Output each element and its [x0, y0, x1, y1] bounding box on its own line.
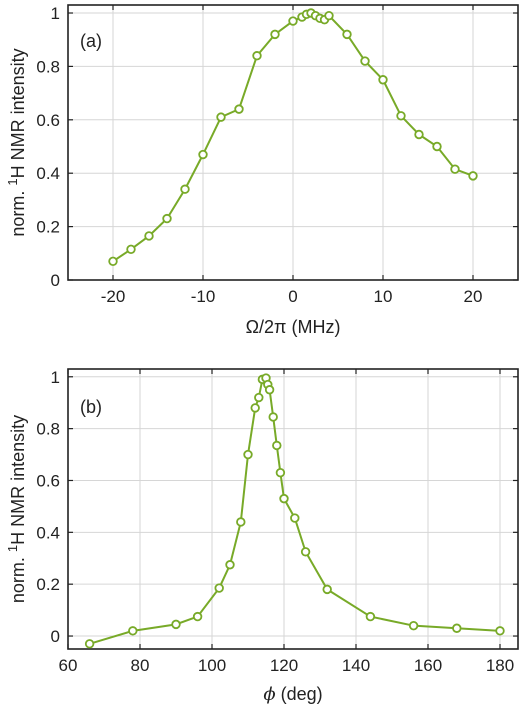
data-point: [84, 639, 95, 649]
data-point: [495, 626, 505, 636]
data-point: [250, 403, 260, 413]
data-point: [408, 620, 419, 631]
y-axis-title: norm. 1H NMR intensity: [5, 48, 28, 236]
data-point: [290, 513, 300, 523]
chart-panel-b: 60 80 100 120 140 160 180 0 0.2 0.4 0.6 0.8 1 ϕ (deg)…: [5, 368, 519, 705]
data-point: [342, 29, 352, 40]
x-tick-label: 120: [270, 656, 298, 675]
data-point: [108, 256, 118, 267]
data-point: [365, 611, 376, 622]
x-tick-label: -10: [191, 287, 216, 306]
x-tick-label: 60: [59, 656, 78, 675]
data-point: [192, 611, 203, 622]
series-line: [89, 376, 501, 645]
x-tick-label: 160: [414, 656, 442, 675]
data-point: [254, 392, 264, 403]
panel-label: (b): [80, 397, 102, 417]
x-tick-label: 80: [131, 656, 150, 675]
data-point: [268, 412, 278, 422]
data-point: [432, 141, 442, 152]
data-point: [171, 619, 181, 630]
y-tick-label: 0.6: [36, 111, 60, 130]
y-tick-label: 0: [51, 271, 60, 290]
y-tick-label: 0.2: [36, 575, 60, 594]
data-point: [378, 75, 388, 85]
data-point: [272, 440, 282, 451]
data-point: [324, 10, 334, 21]
plot-frame: [67, 368, 519, 650]
x-axis-symbol: ϕ: [263, 684, 275, 705]
y-axis-title-suffix: H NMR intensity: [8, 415, 28, 545]
x-tick-label: -20: [101, 287, 126, 306]
y-axis-title-superscript: 1: [5, 545, 20, 552]
x-tick-label: 10: [374, 287, 393, 306]
data-point: [144, 231, 154, 241]
y-tick-label: 0.4: [36, 164, 60, 183]
y-tick-label: 0: [51, 627, 60, 646]
data-point: [162, 213, 172, 224]
y-tick-label: 1: [51, 4, 60, 23]
x-axis-unit: (deg): [276, 684, 323, 704]
x-tick-label: 100: [198, 656, 226, 675]
data-point: [396, 111, 406, 121]
y-axis-title-superscript: 1: [5, 178, 20, 185]
data-point: [225, 560, 235, 570]
y-axis-title-suffix: H NMR intensity: [8, 48, 28, 178]
data-point: [180, 184, 190, 194]
y-tick-label: 0.8: [36, 420, 60, 439]
y-tick-label: 0.2: [36, 218, 60, 237]
data-point: [414, 129, 424, 140]
data-point: [198, 149, 208, 160]
grid: [67, 369, 518, 649]
y-axis-title-prefix: norm.: [8, 552, 28, 603]
data-point: [236, 517, 246, 527]
data-point: [468, 171, 478, 181]
data-point: [279, 493, 289, 504]
x-axis-title: ϕ (deg): [263, 684, 322, 705]
data-point: [300, 547, 311, 557]
x-tick-label: 0: [288, 287, 297, 306]
panel-label: (a): [80, 31, 102, 51]
data-point: [275, 468, 286, 478]
data-point: [450, 164, 460, 174]
data-point: [270, 29, 280, 40]
data-point: [214, 583, 224, 593]
data-point: [322, 584, 332, 595]
x-tick-label: 140: [342, 656, 370, 675]
data-point: [360, 56, 370, 66]
y-tick-label: 0.6: [36, 471, 60, 490]
y-tick-label: 0.8: [36, 57, 60, 76]
data-point: [452, 623, 462, 633]
x-tick-label: 180: [486, 656, 514, 675]
data-point: [234, 104, 244, 114]
x-tick-label: 20: [464, 287, 483, 306]
y-axis-title: norm. 1H NMR intensity: [5, 415, 28, 603]
data-point: [128, 626, 138, 636]
y-tick-label: 0.4: [36, 523, 60, 542]
x-axis-title: Ω/2π (MHz): [246, 317, 341, 337]
grid: [68, 5, 518, 281]
data-point: [216, 112, 226, 122]
data-point: [288, 16, 298, 26]
data-point: [264, 385, 275, 395]
data-point: [252, 51, 262, 61]
y-axis-title-prefix: norm.: [8, 186, 28, 237]
data-point: [243, 449, 253, 460]
data-point: [126, 244, 136, 254]
chart-panel-a: -20 -10 0 10 20 0 0.2 0.4 0.6 0.8 1 Ω/2π (MHz) norm.…: [5, 4, 519, 337]
y-tick-label: 1: [51, 368, 60, 387]
